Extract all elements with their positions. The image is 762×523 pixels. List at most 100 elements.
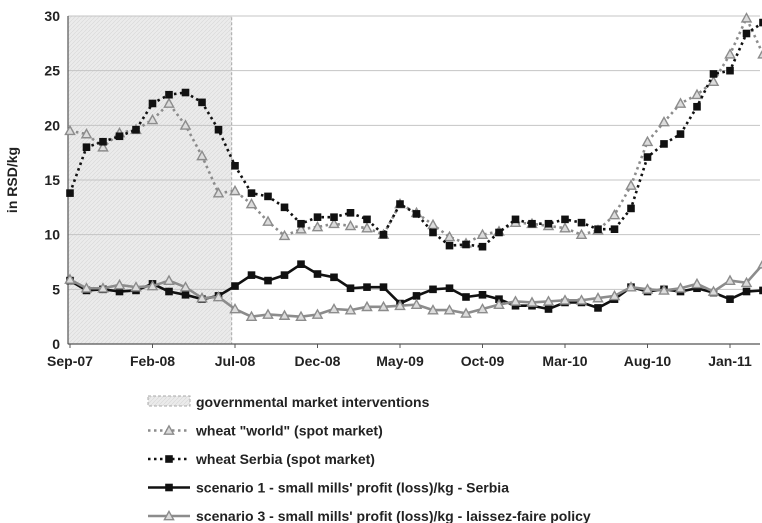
series-1-point-34 (625, 179, 637, 190)
series-4-point-12 (262, 308, 274, 319)
series-2-point-35 (643, 153, 652, 161)
series-2-point-1 (82, 143, 91, 151)
series-3-point-15 (313, 270, 322, 278)
series-4-point-20 (394, 299, 406, 311)
series-3-point-32 (594, 304, 602, 312)
series-4-point-36 (658, 284, 670, 295)
y-tick-labels: 0 5 10 15 20 25 30 (44, 8, 60, 352)
x-tick-Aug-10: Aug-10 (624, 353, 672, 369)
series-3-point-18 (363, 283, 371, 291)
series-2-point-38 (693, 102, 701, 111)
series-3-point-17 (346, 284, 355, 293)
series-4-point-30 (559, 294, 571, 305)
series-4-point-34 (625, 281, 637, 292)
series-4-point-17 (344, 304, 357, 315)
series-3-point-16 (330, 273, 338, 282)
series-3-point-7 (181, 291, 190, 299)
legend-item-2: wheat "world" (spot market) (148, 423, 383, 439)
series-4-point-27 (509, 295, 522, 306)
x-tick-Feb-08: Feb-08 (130, 353, 175, 369)
x-tick-Dec-08: Dec-08 (295, 353, 341, 369)
legend-item-5: scenario 3 - small mills' profit (loss)/… (148, 508, 591, 523)
series-2-point-41 (742, 29, 751, 38)
series-1-point-10 (229, 184, 241, 196)
series-2-point-42 (759, 18, 762, 27)
series-1-point-14 (295, 223, 307, 234)
series-4-point-38 (691, 277, 703, 289)
y-tick-20: 20 (44, 117, 60, 133)
series-3-point-25 (478, 291, 487, 299)
series-4-point-24 (460, 307, 472, 318)
legend-swatch-marker-4 (165, 483, 173, 492)
legend-label-4: scenario 1 - small mills' profit (loss)/… (196, 480, 509, 496)
series-4-point-23 (443, 304, 456, 315)
x-tick-May-09: May-09 (376, 353, 424, 369)
series-4-point-13 (278, 309, 291, 320)
series-lines (64, 12, 762, 322)
series-4-point-7 (179, 281, 192, 292)
series-1-point-2 (97, 141, 109, 152)
legend-label-2: wheat "world" (spot market) (195, 423, 383, 439)
series-2-point-33 (610, 225, 619, 233)
series-1-point-5 (146, 113, 159, 125)
series-4-point-10 (229, 302, 241, 314)
series-4-point-15 (311, 308, 324, 319)
series-2-point-25 (478, 242, 487, 251)
series-1-point-0 (64, 124, 76, 136)
legend-swatch-marker-3 (165, 455, 173, 463)
legend-label-3: wheat Serbia (spot market) (195, 451, 375, 467)
series-2-point-22 (429, 228, 437, 237)
series-1-point-38 (691, 88, 703, 100)
legend-swatch-marker-5 (163, 509, 175, 521)
series-2-point-24 (462, 240, 470, 249)
y-tick-30: 30 (44, 8, 60, 24)
legend-label-5: scenario 3 - small mills' profit (loss)/… (196, 508, 591, 523)
series-2-point-3 (115, 132, 124, 141)
series-1-point-36 (658, 116, 670, 127)
series-4-point-11 (245, 310, 258, 322)
series-4-point-9 (212, 290, 225, 302)
series-2-point-36 (660, 140, 668, 148)
legend: governmental market interventions wheat "… (147, 394, 591, 523)
series-1-point-6 (163, 97, 175, 108)
series-4-point-16 (328, 302, 340, 314)
series-3-point-23 (445, 284, 454, 293)
series-2-point-21 (412, 210, 421, 218)
series-1-point-11 (245, 198, 258, 209)
series-4-point-31 (575, 294, 588, 305)
y-tick-5: 5 (52, 281, 60, 297)
series-1-point-9 (212, 187, 225, 198)
series-4-point-22 (427, 304, 439, 315)
series-3-point-24 (462, 293, 470, 301)
series-2-point-10 (231, 161, 239, 170)
series-1-point-16 (328, 217, 340, 229)
series-2-point-14 (297, 219, 305, 228)
series-3-point-29 (544, 305, 553, 313)
series-2-point-30 (561, 215, 569, 224)
axes (67, 16, 760, 345)
series-3-point-13 (280, 271, 289, 279)
series-4-point-21 (410, 298, 423, 310)
series-line-1 (69, 16, 762, 245)
series-2-point-11 (247, 189, 256, 197)
series-2-point-9 (214, 125, 223, 134)
series-4-point-5 (146, 280, 159, 291)
series-2-point-7 (181, 88, 190, 97)
series-3-point-12 (264, 276, 272, 285)
legend-swatch-marker-2 (163, 424, 175, 435)
series-2-point-2 (99, 137, 107, 146)
series-1-point-25 (476, 228, 489, 240)
series-4-point-28 (526, 296, 538, 307)
x-tick-Jan-11: Jan-11 (708, 353, 752, 369)
series-2-point-19 (379, 230, 388, 239)
series-1-point-40 (724, 48, 736, 59)
series-4-point-25 (476, 302, 489, 314)
series-4-point-42 (757, 259, 762, 269)
series-4-point-40 (724, 274, 736, 285)
series-1-point-15 (311, 220, 324, 232)
series-1-point-33 (608, 208, 621, 220)
series-3-point-41 (742, 287, 751, 296)
series-1-point-12 (262, 215, 274, 226)
series-4-point-37 (674, 282, 687, 293)
